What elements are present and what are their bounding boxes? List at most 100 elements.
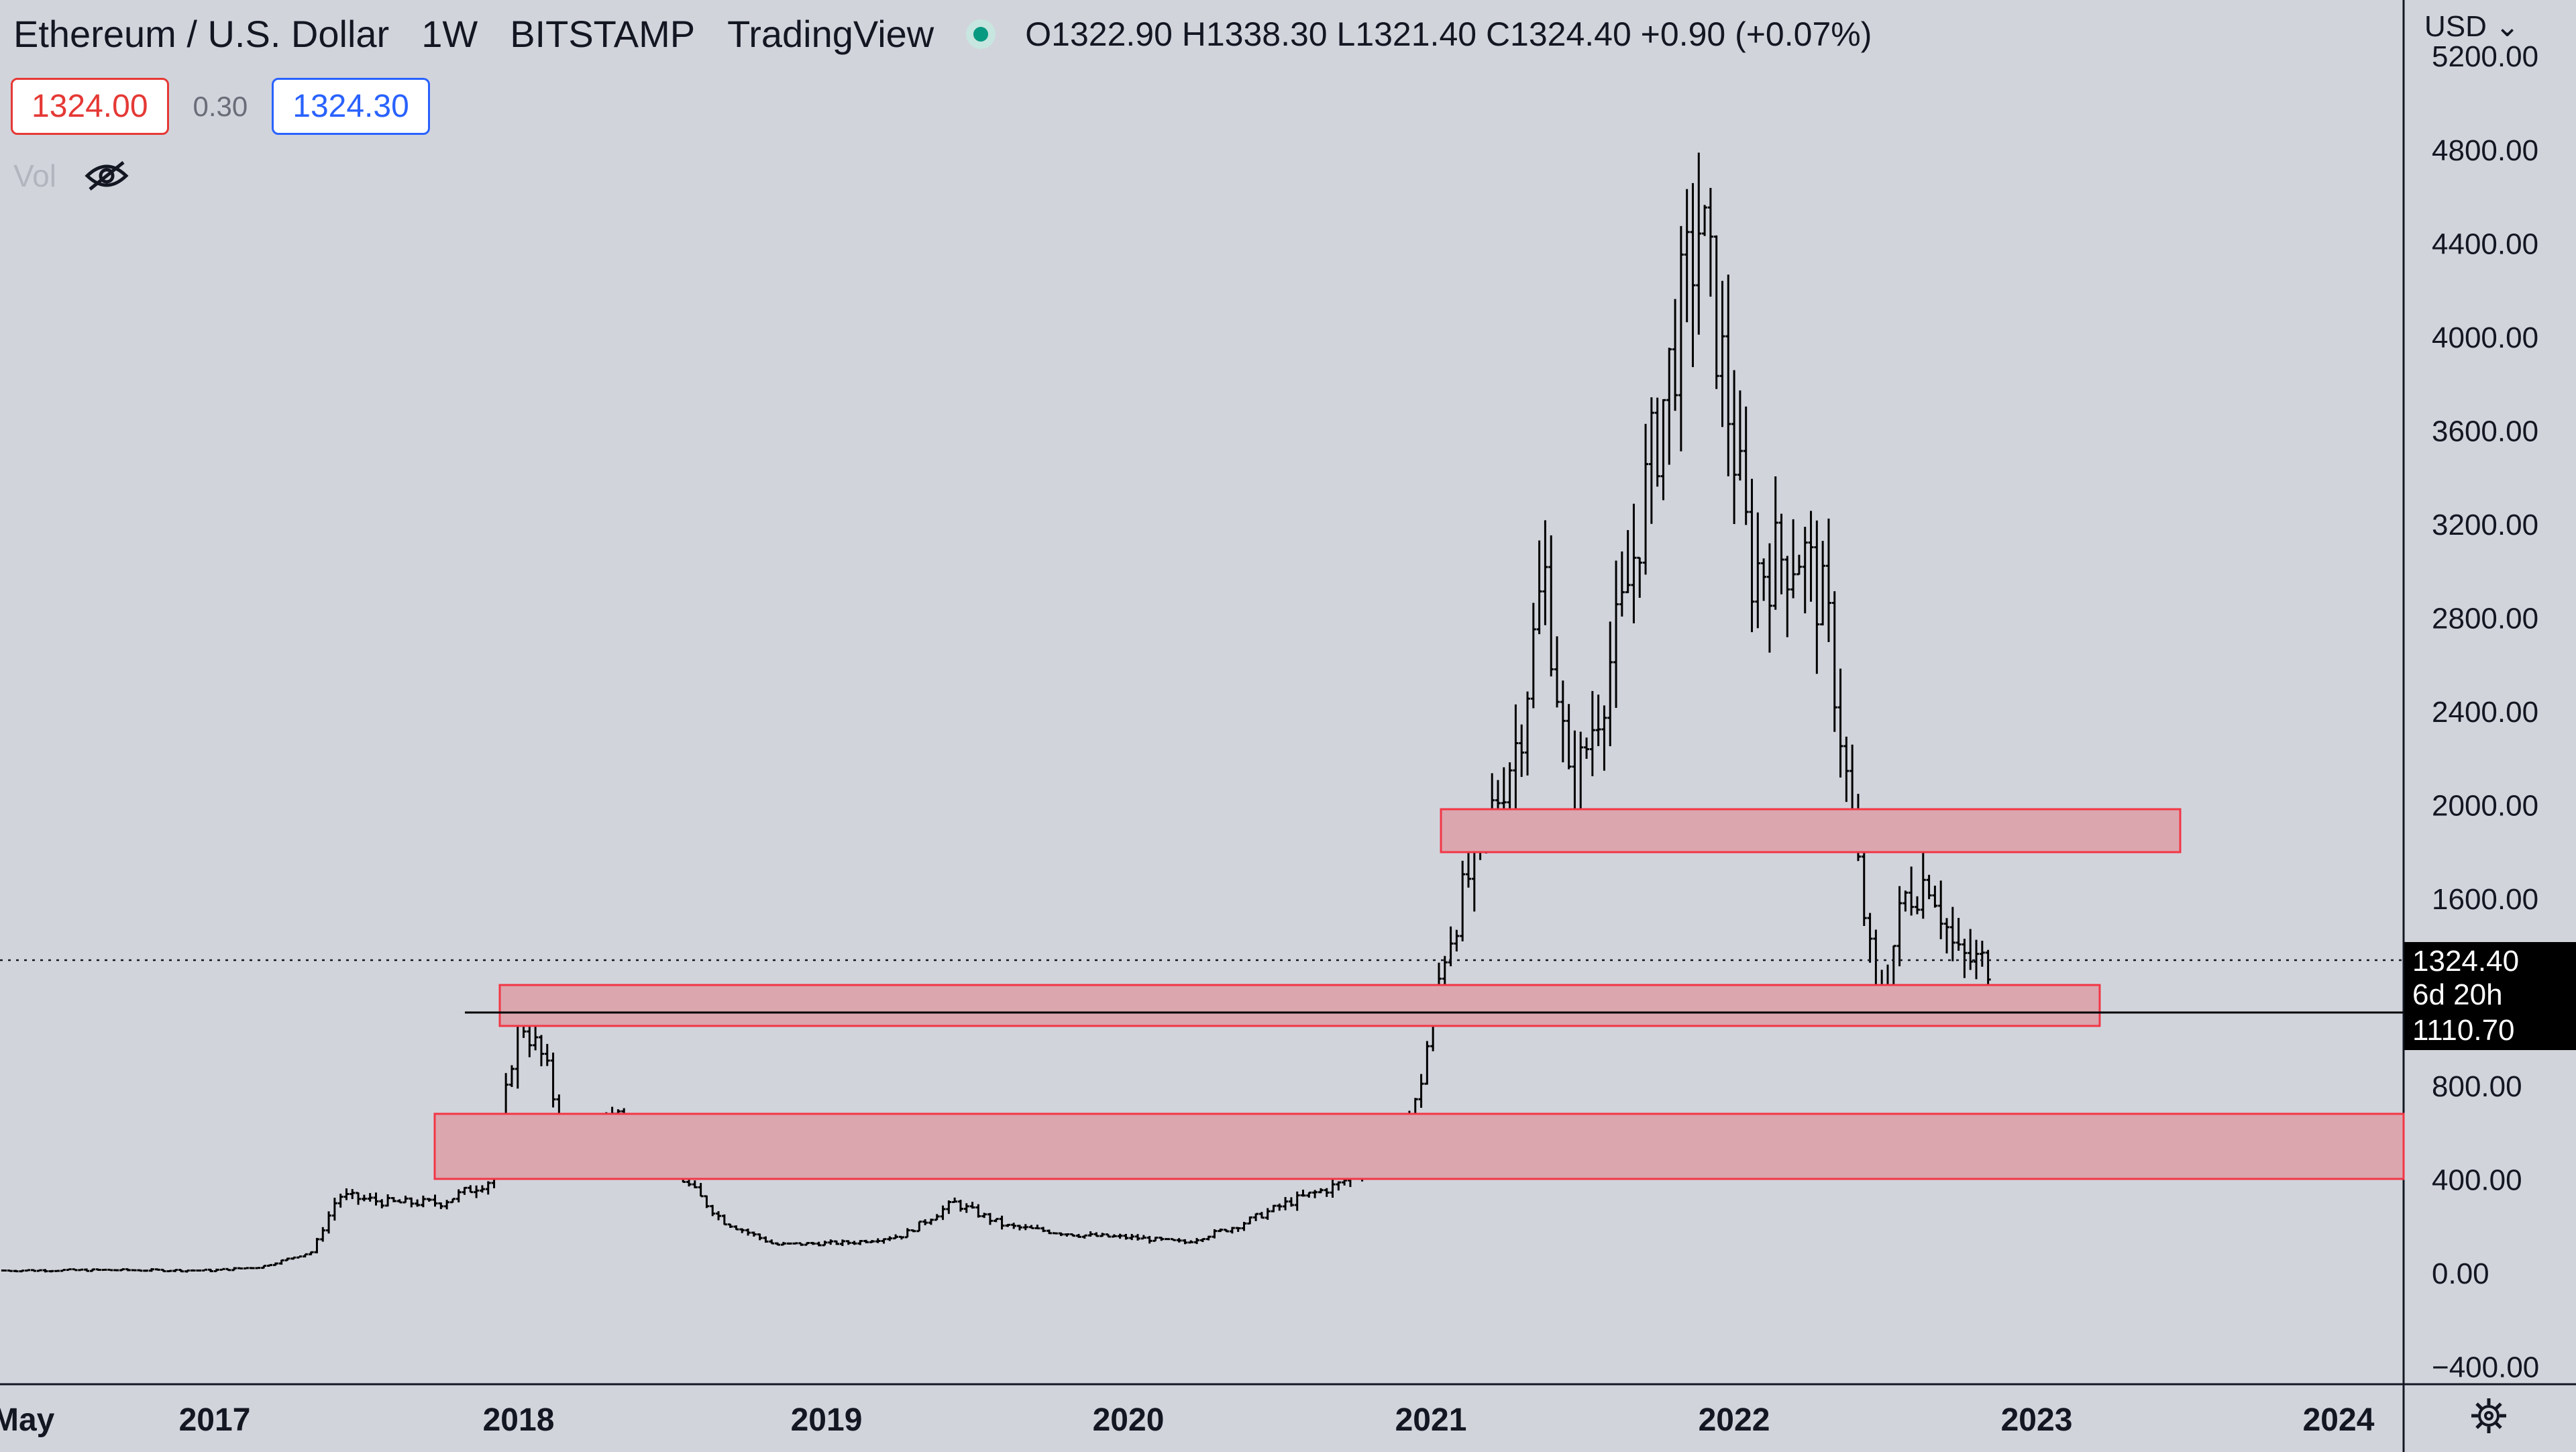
ohlc-bar: [213, 1268, 219, 1273]
ohlc-bar: [1424, 1041, 1430, 1085]
price-tick-label: 1600.00: [2432, 883, 2538, 916]
ohlc-bar: [946, 1200, 952, 1214]
ohlc-bar: [350, 1189, 356, 1200]
ohlc-bar: [1589, 690, 1595, 776]
support-zone-lower[interactable]: [433, 1112, 2405, 1180]
ohlc-bar: [845, 1240, 851, 1245]
ohlc-bar: [1241, 1221, 1247, 1231]
eye-hidden-icon[interactable]: [85, 160, 129, 192]
ohlc-bar: [1265, 1208, 1271, 1220]
ohlc-bar: [373, 1192, 379, 1206]
ohlc-bar: [550, 1052, 556, 1108]
price-tick-label: 5200.00: [2432, 40, 2538, 73]
ohlc-bar: [1707, 187, 1713, 297]
ohlc-bar: [969, 1202, 975, 1209]
time-tick-label: 2020: [1093, 1402, 1165, 1438]
ohlc-bar: [1199, 1238, 1205, 1243]
ohlc-bar: [1253, 1212, 1259, 1221]
ohlc-bar: [1696, 152, 1702, 335]
ohlc-bar: [816, 1241, 822, 1247]
buy-button[interactable]: 1324.30: [272, 78, 430, 135]
time-tick-label: 2021: [1395, 1402, 1467, 1438]
price-tick-label: 4800.00: [2432, 134, 2538, 167]
resistance-zone-upper[interactable]: [1440, 808, 2182, 853]
gear-icon[interactable]: [2469, 1396, 2509, 1436]
ohlc-bar: [881, 1238, 887, 1244]
time-tick-label: 2024: [2303, 1402, 2375, 1438]
ohlc-bar: [1058, 1232, 1064, 1237]
ohlc-bar: [190, 1269, 196, 1272]
volume-indicator: Vol: [13, 158, 129, 194]
ohlc-bar: [1932, 885, 1938, 908]
sell-button[interactable]: 1324.00: [11, 78, 169, 135]
ohlc-bar: [1643, 423, 1649, 575]
ohlc-bar: [1271, 1204, 1277, 1212]
ohlc-bar: [1601, 705, 1607, 771]
market-status-icon[interactable]: [966, 19, 996, 49]
ohlc-bar: [922, 1219, 928, 1226]
currency-selector[interactable]: USD ⌄: [2424, 9, 2520, 44]
ohlc-bar: [1129, 1233, 1135, 1241]
volume-label: Vol: [13, 158, 56, 193]
ohlc-bar: [934, 1214, 940, 1221]
support-zone-middle[interactable]: [498, 984, 2101, 1027]
ohlc-bar: [1194, 1238, 1200, 1245]
ohlc-bar: [769, 1239, 775, 1245]
ohlc-bar: [1902, 890, 1909, 912]
ohlc-bar: [1111, 1234, 1117, 1238]
time-scale[interactable]: May 2017 2018 2019 2020 2021 2022 2023 2024: [0, 1402, 2375, 1438]
chevron-down-icon: ⌄: [2495, 10, 2520, 43]
ohlc-bar: [1548, 535, 1554, 677]
ohlc-bar: [1719, 280, 1725, 427]
ohlc-bar: [1796, 554, 1802, 576]
price-scale[interactable]: 5200.00 4800.00 4400.00 4000.00 3600.00 3200.…: [2432, 40, 2539, 1384]
ohlc-bar: [485, 1181, 491, 1195]
ohlc-bar: [1831, 591, 1837, 732]
spread-value: 0.30: [193, 90, 248, 122]
ohlc-bar: [1968, 929, 1974, 970]
ohlc-bar: [1837, 668, 1843, 778]
ohlc-bar: [686, 1179, 692, 1187]
ohlc-bar: [1619, 551, 1625, 617]
ohlc-bar: [1955, 918, 1962, 951]
ohlc-bar: [1212, 1229, 1218, 1239]
ohlc-bar: [1648, 397, 1654, 524]
ohlc-bar: [1034, 1225, 1040, 1230]
ohlc-bar: [1690, 183, 1696, 368]
ohlc-bar: [1064, 1233, 1070, 1237]
ohlc-bar: [940, 1205, 946, 1221]
buy-sell-panel: 1324.00 0.30 1324.30: [11, 78, 430, 135]
ohlc-bar: [875, 1238, 881, 1243]
ohlc-bar: [84, 1268, 90, 1272]
ohlc-bar: [343, 1188, 350, 1200]
ohlc-bar: [237, 1267, 244, 1269]
ohlc-bar: [975, 1204, 981, 1218]
ohlc-bar: [916, 1221, 922, 1233]
price-tick-label: 800.00: [2432, 1070, 2522, 1103]
ohlc-bar: [898, 1235, 904, 1240]
symbol-name[interactable]: Ethereum / U.S. Dollar: [13, 13, 390, 55]
ohlc-bar: [533, 1024, 539, 1051]
ohlc-bar: [928, 1218, 934, 1225]
interval-label[interactable]: 1W: [421, 13, 478, 55]
ohlc-bar: [1288, 1197, 1294, 1207]
ohlc-bar: [474, 1185, 480, 1198]
ohlc-values: O1322.90 H1338.30 L1321.40 C1324.40 +0.9…: [1025, 15, 1872, 53]
ohlc-bar: [243, 1267, 249, 1269]
ohlc-bar: [1277, 1203, 1283, 1211]
ohlc-bar: [302, 1253, 308, 1258]
ohlc-bar: [1737, 390, 1743, 481]
ohlc-bar: [1495, 780, 1501, 812]
ohlc-bar: [987, 1212, 993, 1225]
ohlc-bar: [1914, 896, 1920, 915]
ohlc-bar: [479, 1185, 485, 1193]
ohlc-bar: [1713, 235, 1719, 389]
ohlc-bar: [1672, 299, 1678, 411]
ohlc-bar: [1099, 1233, 1106, 1237]
ohlc-bar: [1087, 1231, 1093, 1237]
ohlc-bar: [1465, 851, 1471, 888]
ohlc-bar: [231, 1267, 237, 1272]
ohlc-bar: [1867, 913, 1873, 963]
ohlc-bar: [704, 1195, 710, 1208]
